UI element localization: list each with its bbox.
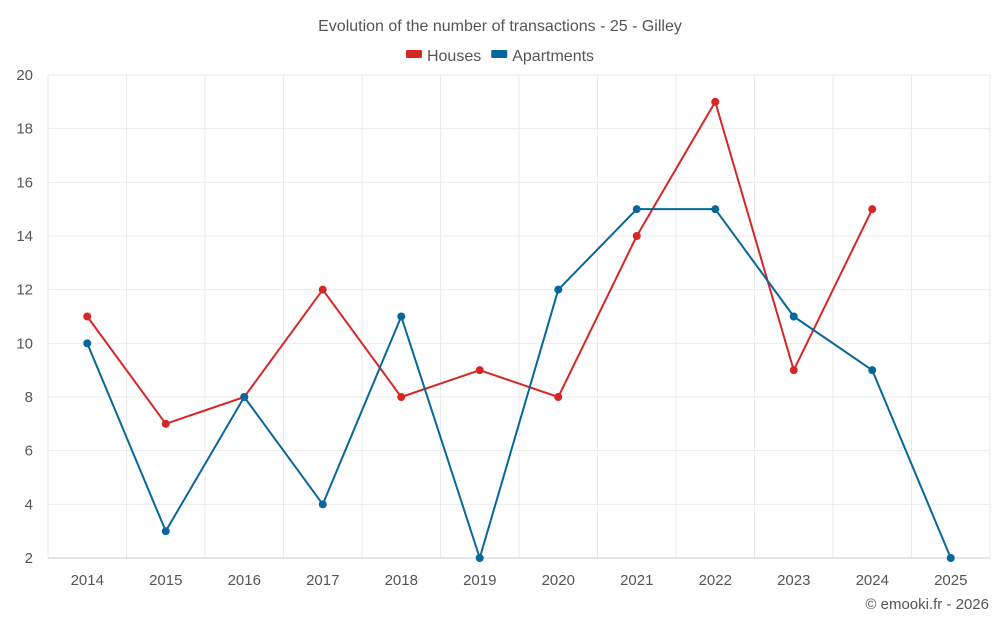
- y-tick-label: 20: [16, 67, 33, 84]
- data-point: [711, 97, 720, 106]
- x-tick-label: 2025: [934, 572, 967, 589]
- legend-label: Apartments: [512, 48, 594, 65]
- credit-text: © emooki.fr - 2026: [865, 596, 989, 613]
- series-apartments: [83, 205, 955, 562]
- y-tick-label: 8: [25, 389, 33, 406]
- data-point: [397, 393, 406, 401]
- y-tick-label: 10: [16, 335, 33, 352]
- x-tick-label: 2018: [385, 572, 418, 589]
- series-houses: [83, 97, 877, 428]
- y-tick-label: 12: [16, 282, 33, 299]
- legend-swatch: [405, 50, 422, 58]
- data-point: [632, 232, 641, 240]
- x-tick-label: 2017: [306, 572, 339, 589]
- y-tick-label: 16: [16, 174, 33, 191]
- data-point: [632, 205, 641, 214]
- data-point: [946, 554, 955, 562]
- data-point: [554, 285, 563, 294]
- data-point: [397, 312, 406, 321]
- legend-label: Houses: [427, 48, 481, 65]
- x-tick-label: 2021: [620, 572, 653, 589]
- data-point: [318, 500, 327, 509]
- data-point: [240, 393, 249, 401]
- chart-title: Evolution of the number of transactions …: [318, 18, 682, 35]
- x-tick-label: 2019: [463, 572, 496, 589]
- data-point: [475, 366, 484, 375]
- data-point: [554, 393, 563, 401]
- y-axis: 2 4 6 8 10 12 14 16 18 20: [16, 67, 33, 567]
- legend-item-apartments[interactable]: Apartments: [491, 48, 594, 65]
- legend-item-houses[interactable]: Houses: [405, 48, 481, 65]
- x-tick-label: 2023: [777, 572, 810, 589]
- data-point: [161, 419, 170, 428]
- x-tick-label: 2015: [149, 572, 182, 589]
- x-tick-label: 2024: [856, 572, 889, 589]
- data-point: [83, 312, 92, 321]
- y-tick-label: 4: [25, 496, 33, 513]
- series-line: [86, 208, 952, 559]
- y-tick-label: 14: [16, 228, 33, 245]
- data-point: [789, 312, 798, 321]
- legend: Houses Apartments: [405, 48, 594, 65]
- grid: [47, 74, 991, 559]
- x-tick-label: 2020: [542, 572, 575, 589]
- data-point: [475, 554, 484, 562]
- data-point: [868, 366, 877, 375]
- y-tick-label: 6: [25, 443, 33, 460]
- data-point: [161, 527, 170, 536]
- legend-swatch: [491, 50, 508, 58]
- series-layer: [83, 97, 955, 562]
- data-point: [318, 285, 327, 294]
- data-point: [789, 366, 798, 375]
- x-tick-label: 2014: [71, 572, 104, 589]
- x-axis: 2014 2015 2016 2017 2018 2019 2020 2021 2022 2023…: [71, 572, 968, 589]
- y-tick-label: 2: [25, 550, 33, 567]
- data-point: [83, 339, 92, 348]
- y-tick-label: 18: [16, 121, 33, 138]
- x-tick-label: 2022: [699, 572, 732, 589]
- x-tick-label: 2016: [228, 572, 261, 589]
- data-point: [711, 205, 720, 214]
- data-point: [868, 205, 877, 214]
